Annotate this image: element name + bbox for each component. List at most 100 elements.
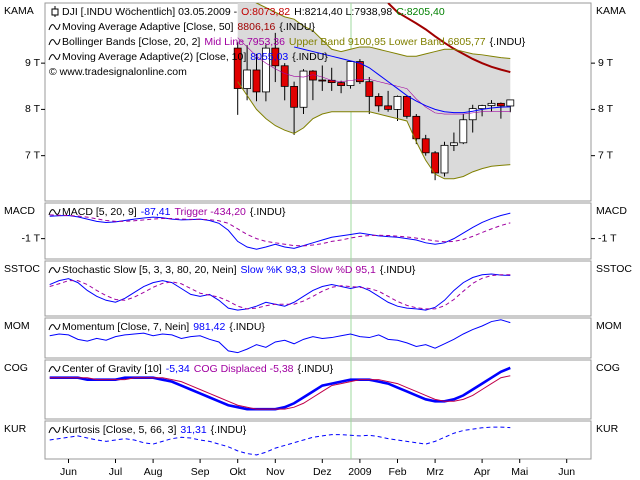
series-line: [49, 426, 511, 456]
legend-part: -5,34: [166, 363, 190, 375]
x-tick-label: 2009: [348, 466, 372, 478]
x-tick-label: Nov: [266, 466, 285, 478]
legend-part: © www.tradesignalonline.com: [49, 66, 187, 78]
x-tick-label: Jul: [109, 466, 122, 478]
legend-part: Stochastic Slow [5, 3, 3, 80, 20, Nein]: [62, 264, 237, 276]
legend-part: Bollinger Bands [Close, 20, 2]: [62, 36, 200, 48]
band-fill: [237, 3, 511, 179]
panel-label: SSTOC: [596, 263, 632, 275]
candle-body: [374, 96, 383, 107]
candle-body: [318, 79, 327, 82]
candle-body: [271, 47, 280, 67]
panel-label: MOM: [596, 320, 622, 332]
legend-part: {.INDU}: [279, 21, 315, 33]
legend-icon: [48, 365, 61, 373]
candle-body: [280, 65, 289, 87]
series-line: [49, 375, 511, 410]
legend-entry: Moving Average Adaptive [Close, 50] 8806,…: [62, 21, 315, 33]
plot-area: [49, 273, 511, 311]
legend-part: {.INDU}: [229, 321, 265, 333]
legend-entry: Moving Average Adaptive(2) [Close, 10] 80…: [62, 51, 328, 63]
candle-body: [243, 69, 252, 89]
candle-body: [496, 102, 505, 107]
y-tick-label: 7 T: [25, 149, 41, 161]
legend-part: Slow %K 93,3: [241, 264, 307, 276]
legend-part: {.INDU}: [292, 51, 328, 63]
y-tick-label: -1 T: [22, 232, 41, 244]
y-tick-label: 7 T: [598, 149, 614, 161]
candle-body: [393, 96, 402, 110]
series-line: [49, 274, 511, 310]
plot-area: [49, 212, 511, 250]
plot-area: [49, 319, 511, 354]
legend-part: Slow %D 95,1: [310, 264, 376, 276]
x-tick-label: Okt: [230, 466, 246, 478]
legend-icon: [48, 23, 61, 31]
legend-part: MACD [5, 20, 9]: [62, 206, 137, 218]
candle-body: [459, 119, 468, 144]
legend-entry: Kurtosis [Close, 5, 66, 3] 31,31 {.INDU}: [62, 424, 247, 436]
candle-body: [384, 105, 393, 110]
legend-entry: © www.tradesignalonline.com: [49, 66, 187, 78]
series-line: [293, 46, 511, 114]
legend-part: Mid Line 7953,36: [204, 36, 285, 48]
legend-part: Moving Average Adaptive(2) [Close, 10]: [62, 51, 246, 63]
legend-entry: Momentum [Close, 7, Nein] 981,42 {.INDU}: [62, 321, 265, 333]
series-line: [255, 3, 511, 59]
legend-entry: DJI [.INDU Wöchentlich] 03.05.2009 - O:80…: [62, 6, 445, 18]
panel-label: KUR: [596, 423, 619, 435]
x-tick-label: Apr: [474, 466, 491, 478]
panel-label: KAMA: [596, 5, 626, 17]
y-tick-label: 9 T: [598, 57, 614, 69]
candle-body: [468, 108, 477, 121]
candle-body: [252, 69, 261, 93]
legend-part: {.INDU}: [250, 206, 286, 218]
series-line: [237, 37, 511, 115]
candle-body: [290, 86, 299, 108]
legend-part: Trigger -434,20: [174, 206, 246, 218]
series-line: [49, 212, 511, 250]
legend-part: Moving Average Adaptive [Close, 50]: [62, 21, 233, 33]
panel-label: KAMA: [4, 5, 34, 17]
candle-body: [299, 70, 308, 108]
legend-part: 8806,16: [237, 21, 275, 33]
panel-label: KUR: [4, 423, 27, 435]
candle-body: [233, 47, 242, 89]
legend-part: Center of Gravity [10]: [62, 363, 162, 375]
candle-body: [412, 115, 421, 140]
panel-frame: [44, 202, 592, 260]
candle-body: [487, 102, 496, 106]
candle-body: [365, 81, 374, 97]
x-tick-label: Jun: [558, 466, 575, 478]
legend-entry: Bollinger Bands [Close, 20, 2] Mid Line 7…: [62, 36, 526, 48]
candle-body: [261, 47, 270, 93]
legend-part: O:8073,82: [241, 6, 290, 18]
panel-label: MACD: [4, 205, 35, 217]
legend-part: -87,41: [141, 206, 171, 218]
candle-body: [355, 61, 364, 83]
panel-label: COG: [596, 362, 620, 374]
x-tick-label: Feb: [388, 466, 406, 478]
y-tick-label: 9 T: [25, 57, 41, 69]
series-line: [49, 214, 511, 247]
plot-area: [49, 426, 511, 456]
legend-part: {.INDU}: [211, 424, 247, 436]
candle-body: [440, 144, 449, 174]
legend-part: Upper Band 9100,95 Lower Band 6805,77: [289, 36, 486, 48]
legend-entry: MACD [5, 20, 9] -87,41 Trigger -434,20 {.IN…: [62, 206, 286, 218]
legend-icon: [48, 266, 61, 274]
candle-body: [431, 152, 440, 174]
x-tick-label: Mai: [511, 466, 528, 478]
legend-icon: [48, 38, 61, 46]
legend-icon: [48, 323, 61, 331]
legend-part: 981,42: [193, 321, 225, 333]
legend-entry: Stochastic Slow [5, 3, 3, 80, 20, Nein] S…: [62, 264, 416, 276]
legend-part: DJI [.INDU Wöchentlich] 03.05.2009 -: [62, 6, 238, 18]
y-tick-label: -1 T: [598, 232, 617, 244]
series-line: [387, 3, 511, 74]
legend-part: COG Displaced -5,38: [194, 363, 294, 375]
legend-part: Momentum [Close, 7, Nein]: [62, 321, 189, 333]
legend-part: 31,31: [180, 424, 206, 436]
